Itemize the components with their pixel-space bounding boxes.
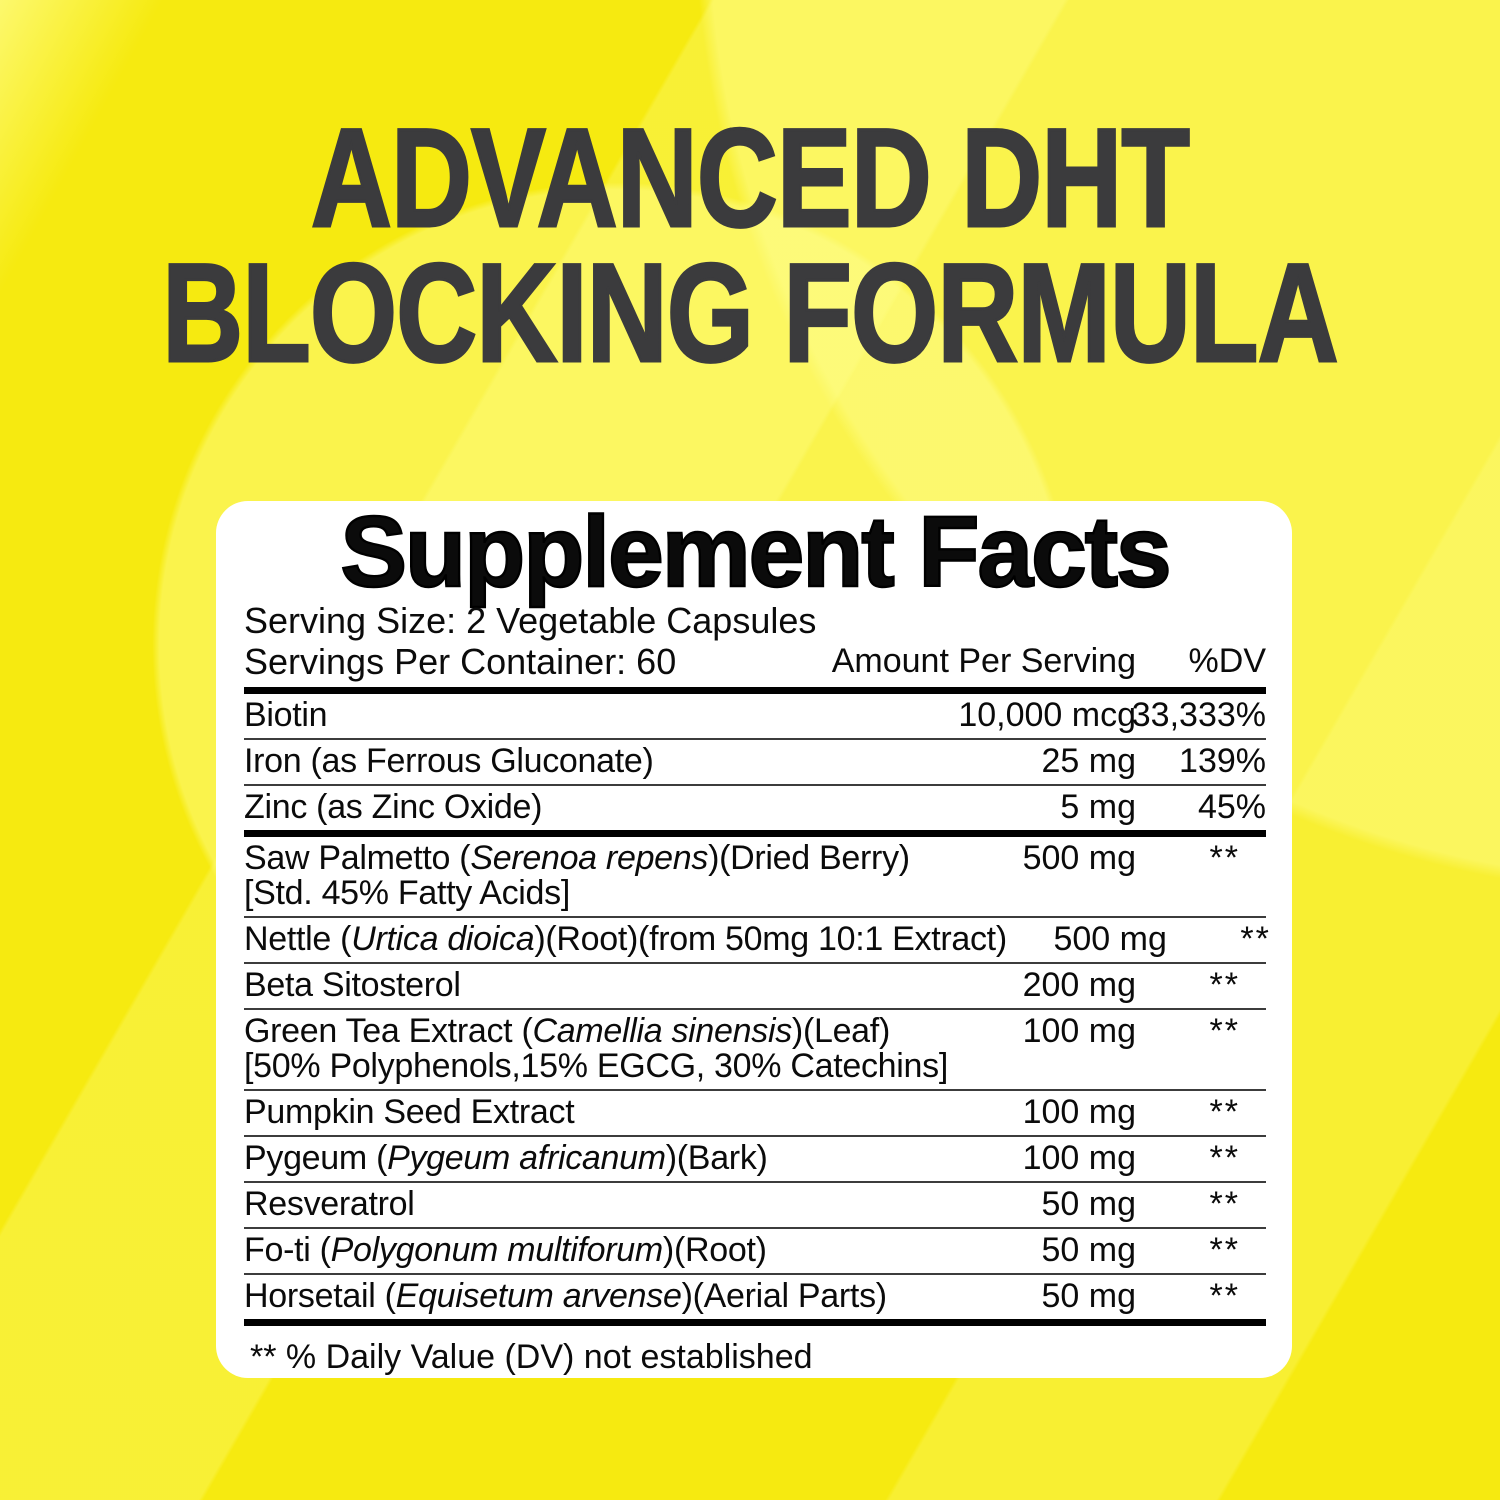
ingredient-name: Green Tea Extract (Camellia sinensis)(Le… bbox=[244, 1014, 976, 1084]
headline-line-2: BLOCKING FORMULA bbox=[161, 234, 1340, 391]
ingredient-amount: 100 mg bbox=[1022, 1093, 1136, 1131]
ingredient-amount: 50 mg bbox=[1041, 1185, 1137, 1223]
ingredient-amount: 200 mg bbox=[1022, 966, 1136, 1004]
ingredient-dv: ** bbox=[1209, 1012, 1240, 1050]
ingredient-amount: 100 mg bbox=[1022, 1012, 1136, 1050]
ingredient-amount: 50 mg bbox=[1041, 1231, 1137, 1269]
ingredient-row: Resveratrol 50 mg ** bbox=[244, 1181, 1266, 1227]
ingredient-dv: ** bbox=[1209, 1093, 1240, 1131]
ingredient-row: Nettle (Urtica dioica)(Root)(from 50mg 1… bbox=[244, 916, 1269, 962]
ingredient-name: Saw Palmetto (Serenoa repens)(Dried Berr… bbox=[244, 841, 976, 911]
ingredient-dv: ** bbox=[1209, 1185, 1240, 1223]
ingredient-name: Biotin bbox=[244, 696, 328, 734]
dv-header: %DV bbox=[1188, 642, 1266, 680]
dv-footnote: ** % Daily Value (DV) not established bbox=[250, 1338, 813, 1376]
footer-thick-rule bbox=[244, 1319, 1266, 1326]
ingredient-dv: 45% bbox=[1197, 788, 1266, 826]
ingredient-row: Iron (as Ferrous Gluconate) 25 mg 139% bbox=[244, 738, 1266, 784]
headline-line-1: ADVANCED DHT bbox=[310, 99, 1191, 256]
ingredient-name: Zinc (as Zinc Oxide) bbox=[244, 788, 543, 826]
ingredient-name-note: [50% Polyphenols,15% EGCG, 30% Catechins… bbox=[244, 1047, 948, 1085]
ingredient-amount: 500 mg bbox=[1022, 839, 1136, 877]
ingredient-row: Zinc (as Zinc Oxide) 5 mg 45% bbox=[244, 784, 1266, 830]
ingredient-dv: ** bbox=[1240, 920, 1271, 958]
ingredient-dv: ** bbox=[1209, 839, 1240, 877]
ingredient-row: Fo-ti (Polygonum multiforum)(Root) 50 mg… bbox=[244, 1227, 1266, 1273]
ingredient-name: Iron (as Ferrous Gluconate) bbox=[244, 742, 654, 780]
ingredient-name: Nettle (Urtica dioica)(Root)(from 50mg 1… bbox=[244, 920, 1007, 958]
ingredient-name: Pygeum (Pygeum africanum)(Bark) bbox=[244, 1139, 768, 1177]
supplement-facts-panel: Supplement Facts Serving Size: 2 Vegetab… bbox=[216, 501, 1292, 1378]
ingredient-name: Beta Sitosterol bbox=[244, 966, 461, 1004]
ingredient-amount: 500 mg bbox=[1053, 920, 1167, 958]
ingredient-dv: ** bbox=[1209, 1139, 1240, 1177]
header-thick-rule bbox=[244, 687, 1266, 694]
ingredient-dv: 33,333% bbox=[1131, 696, 1266, 734]
ingredient-row: Green Tea Extract (Camellia sinensis)(Le… bbox=[244, 1008, 1266, 1089]
ingredient-amount: 100 mg bbox=[1022, 1139, 1136, 1177]
ingredient-dv: ** bbox=[1209, 1277, 1240, 1315]
ingredient-name: Pumpkin Seed Extract bbox=[244, 1093, 575, 1131]
ingredients-list: Biotin 10,000 mcg 33,333% Iron (as Ferro… bbox=[244, 694, 1269, 1319]
ingredient-name: Resveratrol bbox=[244, 1185, 415, 1223]
ingredient-dv: ** bbox=[1209, 966, 1240, 1004]
ingredient-row: Pygeum (Pygeum africanum)(Bark) 100 mg *… bbox=[244, 1135, 1266, 1181]
ingredient-amount: 10,000 mcg bbox=[958, 696, 1136, 734]
ingredient-name: Fo-ti (Polygonum multiforum)(Root) bbox=[244, 1231, 767, 1269]
headline: ADVANCED DHT BLOCKING FORMULA bbox=[150, 99, 1350, 391]
facts-title: Supplement Facts bbox=[339, 501, 1173, 608]
ingredient-name-note: [Std. 45% Fatty Acids] bbox=[244, 874, 570, 912]
ingredient-row: Pumpkin Seed Extract 100 mg ** bbox=[244, 1089, 1266, 1135]
ingredient-row: Saw Palmetto (Serenoa repens)(Dried Berr… bbox=[244, 830, 1266, 916]
amount-per-serving-header: Amount Per Serving bbox=[831, 642, 1136, 680]
ingredient-name: Horsetail (Equisetum arvense)(Aerial Par… bbox=[244, 1277, 887, 1315]
servings-per-container: Servings Per Container: 60 bbox=[244, 641, 677, 682]
ingredient-dv: ** bbox=[1209, 1231, 1240, 1269]
facts-subheader: Servings Per Container: 60 Amount Per Se… bbox=[244, 641, 1266, 682]
ingredient-amount: 50 mg bbox=[1041, 1277, 1137, 1315]
ingredient-row: Horsetail (Equisetum arvense)(Aerial Par… bbox=[244, 1273, 1266, 1319]
ingredient-row: Biotin 10,000 mcg 33,333% bbox=[244, 694, 1266, 738]
serving-size: Serving Size: 2 Vegetable Capsules bbox=[244, 600, 817, 641]
ingredient-amount: 25 mg bbox=[1041, 742, 1137, 780]
ingredient-dv: 139% bbox=[1179, 742, 1266, 780]
ingredient-amount: 5 mg bbox=[1060, 788, 1136, 826]
ingredient-row: Beta Sitosterol 200 mg ** bbox=[244, 962, 1266, 1008]
